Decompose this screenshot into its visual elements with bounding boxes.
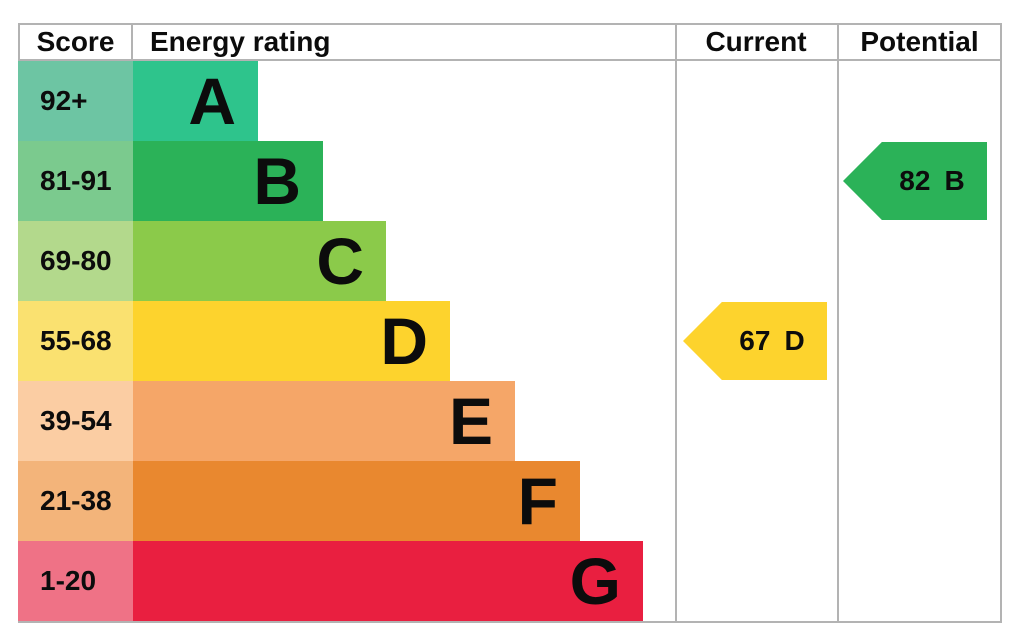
energy-rating-column-header: Energy rating [150, 26, 331, 57]
band-letter-d: D [380, 304, 428, 378]
potential-column-header: Potential [860, 26, 979, 57]
score-range-e: 39-54 [18, 381, 133, 461]
current-rating-value: 67 [739, 325, 771, 356]
score-range-b: 81-91 [18, 141, 133, 221]
table-top-border [18, 23, 1002, 25]
band-row-e: 39-54 E [18, 381, 515, 461]
band-bar-c: C [133, 221, 386, 301]
band-letter-a: A [188, 64, 236, 138]
band-letter-f: F [517, 464, 558, 538]
current-column-left-border [675, 23, 677, 623]
band-bar-d: D [133, 301, 450, 381]
band-bar-f: F [133, 461, 580, 541]
band-bar-e: E [133, 381, 515, 461]
band-bar-b: B [133, 141, 323, 221]
band-letter-e: E [448, 384, 493, 458]
band-row-d: 55-68 D [18, 301, 450, 381]
band-row-g: 1-20 G [18, 541, 643, 621]
band-row-c: 69-80 C [18, 221, 386, 301]
header-bottom-border [18, 59, 1002, 61]
score-range-a: 92+ [18, 61, 133, 141]
potential-rating-letter: B [944, 165, 965, 196]
band-letter-b: B [253, 144, 301, 218]
table-bottom-border [18, 621, 1002, 623]
band-letter-g: G [569, 544, 621, 618]
band-bar-g: G [133, 541, 643, 621]
score-column-header: Score [36, 26, 115, 57]
score-rating-divider [131, 23, 133, 61]
potential-rating-value: 82 [899, 165, 931, 196]
current-rating-arrow: 67 D [683, 302, 827, 380]
score-range-c: 69-80 [18, 221, 133, 301]
table-right-border [1000, 23, 1002, 623]
potential-rating-arrow: 82 B [843, 142, 987, 220]
band-bar-a: A [133, 61, 258, 141]
band-row-f: 21-38 F [18, 461, 580, 541]
band-row-b: 81-91 B [18, 141, 323, 221]
band-letter-c: C [316, 224, 364, 298]
score-range-d: 55-68 [18, 301, 133, 381]
score-range-f: 21-38 [18, 461, 133, 541]
header-left-border [18, 23, 20, 61]
current-column-header: Current [705, 26, 807, 57]
score-range-g: 1-20 [18, 541, 133, 621]
potential-column-left-border [837, 23, 839, 623]
band-row-a: 92+ A [18, 61, 258, 141]
current-rating-letter: D [784, 325, 805, 356]
